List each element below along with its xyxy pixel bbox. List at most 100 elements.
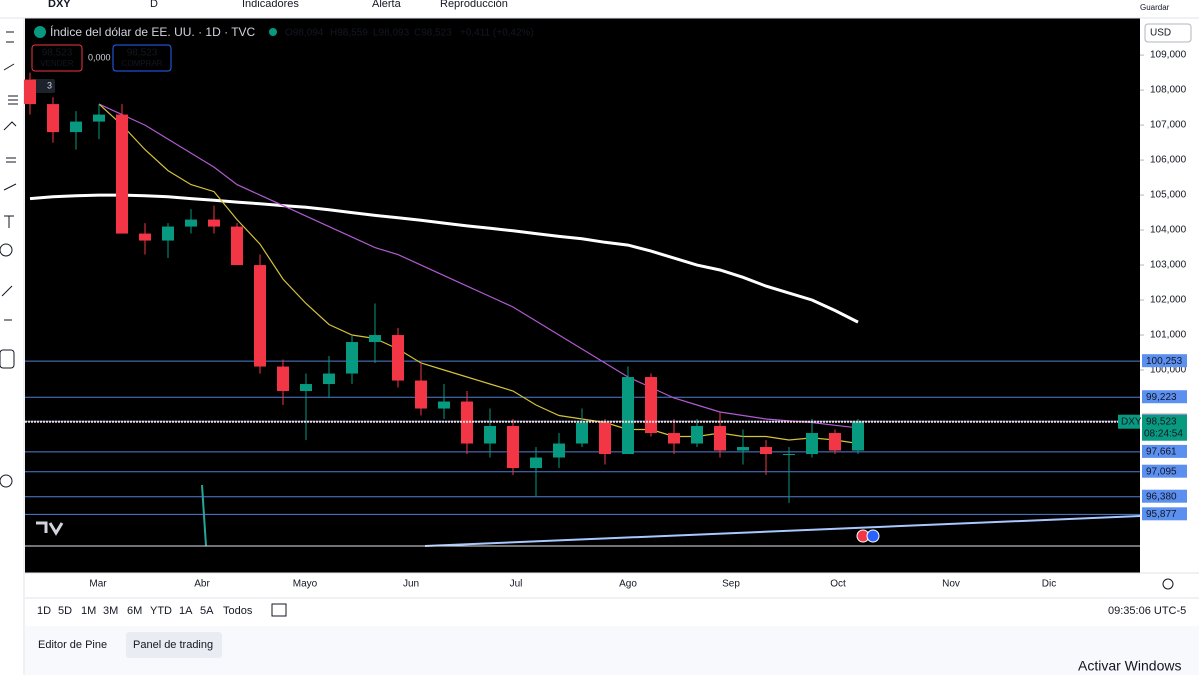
tool-icon[interactable] <box>0 243 13 257</box>
level-label: 96,380 <box>1146 491 1177 502</box>
candle-body <box>760 447 772 455</box>
level-label: 97,095 <box>1146 466 1177 477</box>
current-price-box <box>1142 414 1187 441</box>
range-button[interactable]: 5A <box>200 605 214 617</box>
save-button[interactable]: Guardar <box>1140 3 1170 12</box>
candle-body <box>530 457 542 469</box>
candle-body <box>392 335 404 381</box>
indicators-toggle[interactable] <box>31 79 55 93</box>
range-button[interactable]: YTD <box>150 605 172 617</box>
ohlc-change: +0,411 (+0,42%) <box>460 28 534 39</box>
chart-pane <box>25 18 1140 573</box>
y-tick-label: 107,000 <box>1150 120 1187 131</box>
tool-icon[interactable] <box>3 121 17 228</box>
candle-body <box>139 233 151 241</box>
current-symbol-box <box>1118 414 1140 429</box>
candle-body <box>300 384 312 392</box>
range-button[interactable]: 1A <box>179 605 193 617</box>
candle-body <box>116 114 128 234</box>
candle-body <box>277 366 289 392</box>
sell-button[interactable] <box>31 44 83 72</box>
candle-body <box>70 121 82 133</box>
tool-icon[interactable] <box>6 31 14 43</box>
ohlc-close: C98,523 <box>414 28 452 39</box>
level-label-box <box>1142 464 1187 478</box>
x-tick-label: Abr <box>194 579 210 590</box>
level-label: 99,223 <box>1146 392 1177 403</box>
candle-body <box>369 335 381 343</box>
indicators-count: 3 <box>47 80 52 90</box>
y-tick-label: 105,000 <box>1150 190 1187 201</box>
x-tick-label: Mayo <box>293 579 318 590</box>
level-label-box <box>1142 489 1187 503</box>
range-button[interactable]: 5D <box>58 605 72 617</box>
date-range-icon[interactable] <box>271 603 287 617</box>
x-tick-label: Jun <box>403 579 419 590</box>
tool-icon[interactable] <box>3 63 18 105</box>
status-dot <box>269 28 277 36</box>
x-tick-label: Dic <box>1042 579 1056 590</box>
candle-body <box>162 226 174 241</box>
symbol[interactable]: DXY <box>48 0 71 10</box>
x-tick-label: Ago <box>619 579 637 590</box>
candle-body <box>323 373 335 385</box>
indicators-button[interactable]: Indicadores <box>242 0 299 10</box>
candle-body <box>852 421 864 451</box>
level-label: 95,877 <box>1146 509 1177 520</box>
y-tick-label: 108,000 <box>1150 85 1187 96</box>
active-tab <box>126 632 222 658</box>
x-tick-label: Mar <box>89 579 107 590</box>
spread: 0,000 <box>88 52 111 62</box>
tv-logo <box>36 521 64 536</box>
tool-icon[interactable] <box>1 285 13 321</box>
drawing-tools[interactable] <box>0 31 18 488</box>
settings-icon[interactable] <box>1162 578 1174 590</box>
candle-body <box>714 426 726 451</box>
range-button[interactable]: 3M <box>103 605 118 617</box>
ohlc-open: O98,094 <box>285 28 324 39</box>
panel-tab[interactable]: Editor de Pine <box>38 639 107 651</box>
tool-icon[interactable] <box>0 474 13 488</box>
candle-body <box>24 79 36 105</box>
y-tick-label: 102,000 <box>1150 295 1187 306</box>
y-tick-label: 100,000 <box>1150 365 1187 376</box>
panel-tab[interactable]: Panel de trading <box>133 639 213 651</box>
candle-body <box>208 219 220 227</box>
candle-body <box>507 426 519 469</box>
candle-body <box>691 426 703 444</box>
x-tick-label: Oct <box>830 579 846 590</box>
clock: 09:35:06 UTC-5 <box>1108 605 1186 617</box>
buy-button[interactable] <box>112 44 172 72</box>
currency-box[interactable] <box>1144 23 1192 43</box>
candle-body <box>829 433 841 451</box>
tool-icon[interactable] <box>0 349 15 369</box>
candle-body <box>185 219 197 227</box>
event-flag <box>866 529 880 543</box>
currency[interactable]: USD <box>1150 28 1171 39</box>
replay-button[interactable]: Reproducción <box>440 0 508 10</box>
sell-label: VENDER <box>40 59 74 68</box>
candle-body <box>346 342 358 374</box>
candle-body <box>231 226 243 266</box>
candle-body <box>668 433 680 444</box>
candle-body <box>783 454 795 456</box>
sell-price: 98,523 <box>42 48 73 59</box>
level-label-box <box>1142 444 1187 458</box>
alert-button[interactable]: Alerta <box>372 0 402 10</box>
level-label: 100,253 <box>1146 356 1183 367</box>
range-button[interactable]: Todos <box>223 605 253 617</box>
y-tick-label: 109,000 <box>1150 50 1187 61</box>
range-button[interactable]: 6M <box>127 605 142 617</box>
candle-body <box>806 433 818 455</box>
candle-body <box>438 401 450 409</box>
current-symbol: DXY <box>1121 416 1142 427</box>
interval[interactable]: D <box>150 0 158 10</box>
candle-body <box>484 426 496 444</box>
range-button[interactable]: 1M <box>81 605 96 617</box>
current-price-label: 98,523 <box>1146 416 1177 427</box>
moving-average <box>98 103 859 445</box>
range-button[interactable]: 1D <box>37 605 51 617</box>
watermark: Activar Windows <box>1078 658 1181 674</box>
